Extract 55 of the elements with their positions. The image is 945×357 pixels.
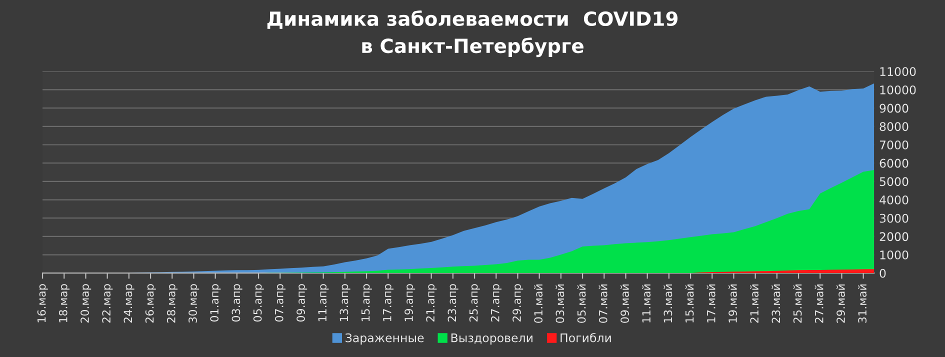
x-tick-label: 20.мар <box>80 284 92 323</box>
x-tick-label: 23.апр <box>448 284 458 322</box>
x-tick-label: 17.апр <box>383 284 394 322</box>
y-tick-label: 4000 <box>880 195 908 204</box>
x-tick-label: 27.апр <box>490 284 502 322</box>
y-tick-label: 8000 <box>880 122 908 132</box>
x-tick-label: 29.апр <box>512 284 524 322</box>
y-tick-label: 6000 <box>880 158 908 168</box>
x-tick-label: 09.май <box>620 284 629 323</box>
y-tick-label: 2000 <box>880 232 908 242</box>
x-tick-label: 31.май <box>858 284 867 323</box>
y-tick-label: 11000 <box>880 67 916 76</box>
x-tick-label: 07.апр <box>274 284 286 322</box>
x-tick-label: 03.май <box>556 284 564 323</box>
x-tick-label: 29.май <box>836 284 845 323</box>
x-tick-label: 01.май <box>534 284 543 323</box>
x-tick-label: 01.апр <box>210 284 221 322</box>
x-tick-label: 21.апр <box>426 284 437 322</box>
legend-label: Погибли <box>560 332 611 342</box>
x-tick-label: 23.май <box>772 284 780 323</box>
x-tick-label: 03.апр <box>232 284 242 322</box>
x-tick-label: 21.май <box>750 284 759 323</box>
y-tick-label: 9000 <box>880 104 908 113</box>
x-tick-label: 13.май <box>664 284 672 322</box>
x-tick-label: 13.апр <box>340 284 350 322</box>
chart-title: Динамика заболеваемости COVID19 в Санкт-Петербурге <box>267 10 678 58</box>
y-tick-label: 1000 <box>880 250 908 260</box>
x-tick-label: 25.май <box>793 284 802 323</box>
x-tick-label: 09.апр <box>296 284 308 322</box>
x-tick-label: 24.мар <box>124 284 134 323</box>
x-tick-label: 15.май <box>685 284 694 322</box>
x-tick-label: 07.май <box>598 284 608 323</box>
x-tick-label: 11.апр <box>318 284 329 322</box>
legend-label: Зараженные <box>346 333 424 345</box>
x-tick-label: 11.май <box>642 284 651 322</box>
y-tick-label: 5000 <box>880 177 908 186</box>
x-tick-label: 16.мар <box>37 284 48 322</box>
x-tick-label: 25.апр <box>469 284 480 322</box>
x-tick-label: 17.май <box>706 284 716 322</box>
x-tick-label: 28.мар <box>166 284 178 323</box>
y-tick-label: 0 <box>880 268 886 278</box>
y-tick-label: 10000 <box>880 85 916 94</box>
x-tick-label: 22.мар <box>102 284 113 323</box>
x-tick-label: 27.май <box>814 284 824 323</box>
x-tick-label: 30.мар <box>188 284 200 323</box>
x-tick-label: 05.май <box>577 284 586 323</box>
x-tick-label: 19.май <box>728 284 737 322</box>
x-tick-label: 26.мар <box>145 284 156 323</box>
y-tick-label: 3000 <box>880 214 908 223</box>
x-tick-label: 19.апр <box>404 284 416 322</box>
legend-label: Выздоровели <box>451 334 532 345</box>
x-tick-label: 18.мар <box>58 284 70 322</box>
y-tick-label: 7000 <box>880 140 908 150</box>
x-tick-label: 15.апр <box>361 284 372 322</box>
x-tick-label: 05.апр <box>253 284 264 322</box>
